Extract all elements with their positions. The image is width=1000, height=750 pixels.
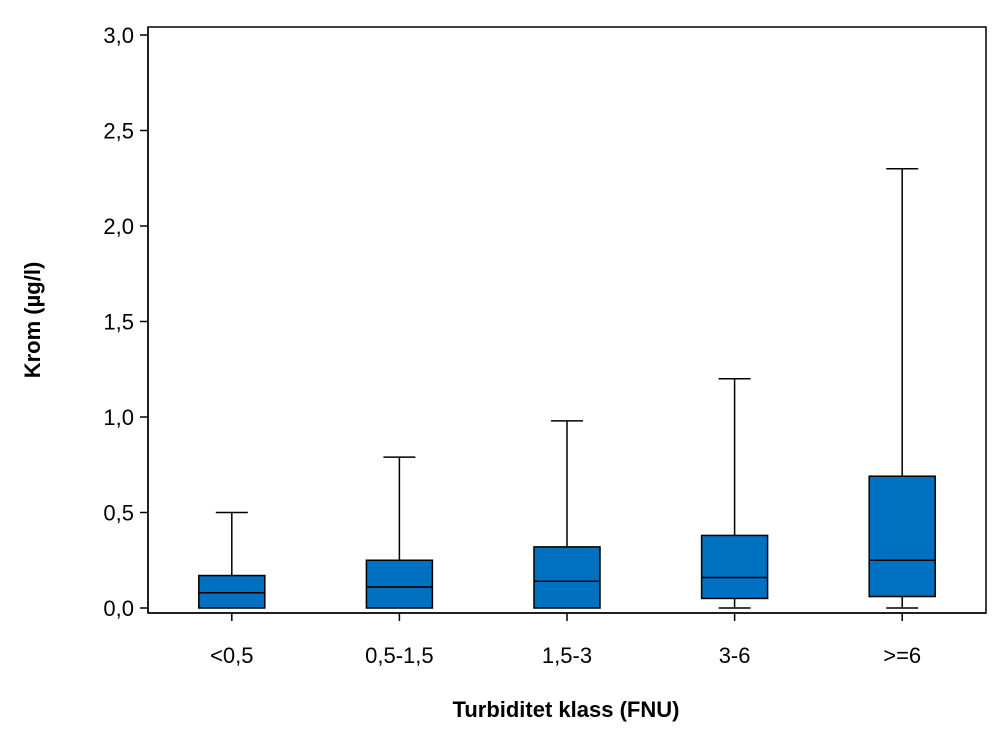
y-tick-label: 1,0	[103, 405, 134, 430]
y-tick-label: 2,0	[103, 214, 134, 239]
iqr-box	[700, 534, 769, 600]
x-tick-label: 3-6	[719, 643, 751, 668]
y-tick-label: 2,5	[103, 119, 134, 144]
x-tick-label: 1,5-3	[542, 643, 592, 668]
box-5	[868, 167, 936, 609]
x-axis-ticks: <0,5 0,5-1,5 1,5-3 3-6 >=6	[210, 613, 921, 668]
y-axis-ticks: 0,0 0,5 1,0 1,5 2,0 2,5 3,0	[103, 23, 148, 621]
box-4	[700, 378, 769, 609]
box-3	[533, 420, 601, 609]
iqr-box	[533, 546, 601, 609]
x-axis-title: Turbiditet klass (FNU)	[453, 697, 680, 722]
box-2	[365, 456, 434, 609]
y-tick-label: 0,5	[103, 501, 134, 526]
x-tick-label: 0,5-1,5	[365, 643, 434, 668]
iqr-box	[198, 574, 266, 609]
iqr-box	[868, 475, 936, 598]
box-1	[198, 511, 266, 609]
y-tick-label: 3,0	[103, 23, 134, 48]
y-tick-label: 1,5	[103, 310, 134, 335]
iqr-box	[365, 559, 434, 609]
box-series	[198, 167, 936, 609]
y-tick-label: 0,0	[103, 596, 134, 621]
x-tick-label: <0,5	[210, 643, 253, 668]
y-axis-title: Krom (µg/l)	[20, 262, 45, 379]
x-tick-label: >=6	[883, 643, 921, 668]
